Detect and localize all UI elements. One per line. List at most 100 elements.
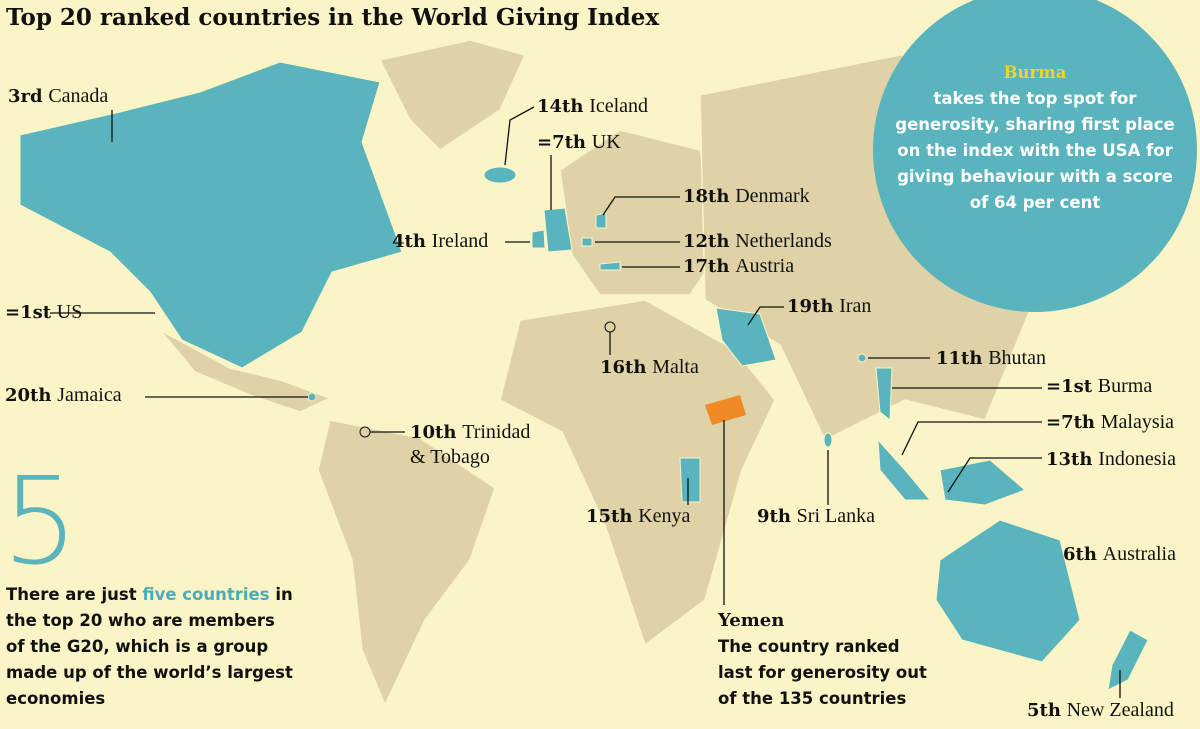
rank: 13th	[1046, 449, 1093, 470]
country: Jamaica	[57, 384, 122, 406]
rank: 10th	[410, 422, 457, 443]
rank: =1st	[1046, 376, 1093, 397]
rank: 6th	[1063, 544, 1097, 565]
bhutan	[857, 353, 867, 363]
country-label: 4th Ireland	[392, 229, 488, 254]
yemen	[705, 395, 746, 425]
country-label: 15th Kenya	[586, 504, 690, 529]
rank: 3rd	[8, 86, 43, 107]
rank: 17th	[683, 256, 730, 277]
australia	[935, 519, 1081, 663]
rank: =1st	[5, 302, 52, 323]
callout: Burma takes the top spot for generosity, …	[890, 60, 1180, 216]
country-label: =7th Malaysia	[1046, 410, 1174, 435]
new-zealand	[1107, 629, 1149, 691]
yemen-note: Yemen The country ranked last for generos…	[718, 608, 938, 712]
stat-after: in the top 20 who are members of the G20…	[6, 585, 293, 708]
malaysia	[877, 438, 932, 501]
austria	[599, 261, 621, 271]
big-number: 5	[2, 453, 79, 592]
rank: =7th	[537, 132, 587, 153]
country-label: 3rd Canada	[8, 84, 108, 109]
country: Trinidad & Tobago	[410, 421, 531, 468]
yemen-name: Yemen	[718, 610, 785, 631]
stat-highlight: five countries	[142, 585, 270, 604]
canada-us	[19, 61, 403, 369]
country: Sri Lanka	[796, 505, 875, 527]
country-label: 19th Iran	[787, 294, 871, 319]
rank: 16th	[600, 357, 647, 378]
callout-text: takes the top spot for generosity, shari…	[895, 89, 1175, 212]
country: Austria	[735, 255, 795, 277]
country-label: 12th Netherlands	[683, 229, 832, 254]
jamaica	[307, 392, 317, 402]
rank: 15th	[586, 506, 633, 527]
rank: 18th	[683, 186, 730, 207]
stat-before: There are just	[6, 585, 137, 604]
country-label: =7th UK	[537, 130, 621, 155]
country-label: 20th Jamaica	[5, 383, 122, 408]
rank: 14th	[537, 96, 584, 117]
burma	[875, 367, 893, 422]
country-label: 14th Iceland	[537, 94, 648, 119]
malta-marker	[604, 321, 616, 333]
country: Iceland	[589, 95, 649, 117]
country: Netherlands	[735, 230, 832, 252]
country-label: =1st US	[5, 300, 82, 325]
country-label: 6th Australia	[1063, 542, 1176, 567]
iceland	[483, 166, 517, 184]
top-20-countries	[19, 61, 1149, 691]
south-america	[317, 419, 496, 707]
country-label: 17th Austria	[683, 254, 794, 279]
country-label: 13th Indonesia	[1046, 447, 1176, 472]
country: Malta	[652, 356, 699, 378]
iran	[715, 307, 777, 367]
stat-text: There are just five countries in the top…	[6, 582, 296, 712]
rank: 11th	[936, 348, 983, 369]
yemen-text: The country ranked last for generosity o…	[718, 637, 927, 708]
kenya	[679, 457, 701, 503]
uk	[543, 207, 573, 253]
country: Denmark	[735, 185, 810, 207]
rank: 5th	[1027, 700, 1061, 721]
mexico	[159, 329, 332, 413]
country: Bhutan	[988, 347, 1046, 369]
rank: =7th	[1046, 412, 1096, 433]
country-label: 5th New Zealand	[1027, 698, 1174, 723]
country: Australia	[1102, 543, 1176, 565]
trinidad-marker	[359, 426, 371, 438]
country-label: 16th Malta	[600, 355, 699, 380]
country-label: 10th Trinidad & Tobago	[410, 420, 550, 470]
rank: 19th	[787, 296, 834, 317]
rank: 9th	[757, 506, 791, 527]
denmark	[595, 212, 607, 229]
netherlands	[581, 237, 593, 247]
country: UK	[591, 131, 621, 153]
rank: 20th	[5, 385, 52, 406]
sri-lanka	[823, 432, 833, 448]
country: US	[56, 301, 83, 323]
country-label: 11th Bhutan	[936, 346, 1046, 371]
country: Malaysia	[1100, 411, 1175, 433]
callout-highlight: Burma	[1003, 63, 1067, 82]
country: Iran	[839, 295, 872, 317]
greenland	[378, 39, 527, 151]
country-label: 18th Denmark	[683, 184, 810, 209]
leader-lines	[50, 106, 1121, 698]
callout-circle	[873, 0, 1197, 312]
title: Top 20 ranked countries in the World Giv…	[6, 4, 660, 31]
country-label: =1st Burma	[1046, 374, 1152, 399]
country: Ireland	[431, 230, 489, 252]
rank: 4th	[392, 231, 426, 252]
country: Indonesia	[1098, 448, 1176, 470]
country: Canada	[48, 85, 109, 107]
indonesia	[939, 459, 1026, 506]
ireland	[531, 229, 546, 249]
country: Burma	[1097, 375, 1153, 397]
country: Kenya	[638, 505, 691, 527]
africa	[499, 299, 776, 647]
country-label: 9th Sri Lanka	[757, 504, 875, 529]
country: New Zealand	[1066, 699, 1174, 721]
